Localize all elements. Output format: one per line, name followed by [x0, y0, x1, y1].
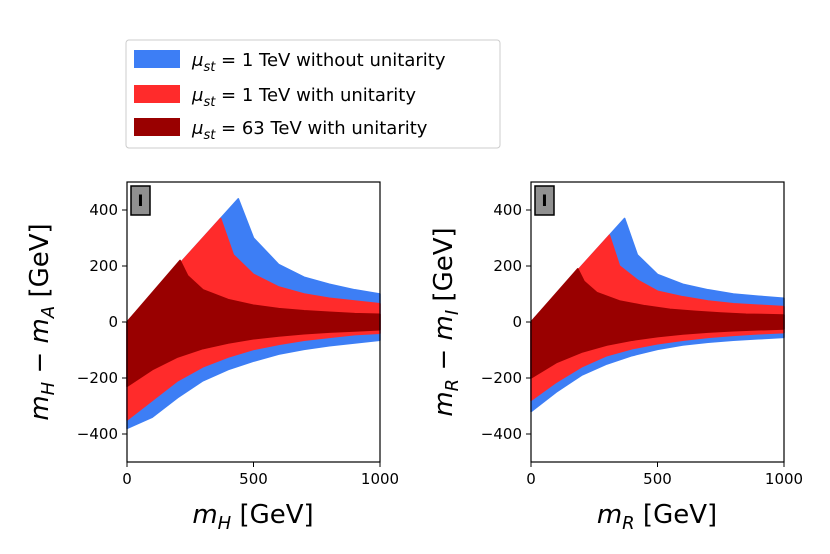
left-xtick-label: 500: [239, 470, 268, 488]
right-ylabel-unit: [GeV]: [429, 227, 459, 309]
left-ytick-label: 400: [89, 201, 118, 219]
left-panel-ylabel: mH − mA [GeV]: [25, 223, 59, 420]
legend-label-darkred-sub: st: [203, 128, 216, 143]
left-ytick-label: −400: [77, 425, 118, 443]
left-ylabel-unit: [GeV]: [25, 223, 55, 305]
right-ylabel-sub-2: I: [442, 310, 463, 315]
legend-label-darkred-text: = 63 TeV with unitarity: [215, 118, 427, 139]
left-panel-ticks: 0 500 1000 −400 −200 0 200 400: [77, 201, 399, 488]
left-ytick-label: 200: [89, 257, 118, 275]
right-panel-ticks: 0 500 1000 −400 −200 0 200 400: [481, 201, 803, 488]
left-ylabel-symbol-2: m: [25, 318, 55, 343]
left-xlabel-unit: [GeV]: [231, 500, 313, 530]
left-panel-series: [126, 198, 381, 430]
legend-label-red: μst = 1 TeV with unitarity: [191, 85, 416, 110]
right-panel-tag-box: [534, 185, 555, 216]
legend-swatch-blue: [134, 50, 180, 68]
right-panel-tag-label: I: [542, 191, 548, 210]
legend-frame: [125, 39, 501, 149]
left-xlabel-symbol: m: [192, 500, 217, 530]
legend-label-red-symbol: μ: [191, 85, 203, 106]
legend-label-red-text: = 1 TeV with unitarity: [215, 85, 416, 106]
right-panel-xlabel: mR [GeV]: [597, 500, 717, 534]
left-ytick-label: −200: [77, 369, 118, 387]
left-panel-tag-box: [130, 185, 151, 216]
left-xtick-label: 0: [122, 470, 132, 488]
legend-label-blue: μst = 1 TeV without unitarity: [191, 50, 446, 75]
right-xlabel-sub: R: [622, 513, 635, 534]
right-ytick-label: −400: [481, 425, 522, 443]
right-ytick-label: 0: [512, 313, 522, 331]
left-ylabel-sub-2: A: [38, 306, 59, 319]
right-panel-ylabel: mR − mI [GeV]: [429, 227, 463, 416]
left-ylabel-operator: −: [25, 343, 55, 381]
left-panel-xlabel: mH [GeV]: [192, 500, 313, 534]
left-ylabel-sub-1: H: [38, 381, 59, 395]
left-panel-tag-label: I: [138, 191, 144, 210]
right-panel-series: [530, 217, 785, 413]
legend-swatch-darkred: [134, 118, 180, 136]
right-xtick-label: 1000: [765, 470, 803, 488]
legend-label-blue-sub: st: [203, 60, 216, 75]
legend-swatch-red: [134, 85, 180, 103]
right-ytick-label: −200: [481, 369, 522, 387]
legend: μst = 1 TeV without unitarity μst = 1 Te…: [125, 39, 501, 149]
right-ytick-label: 200: [493, 257, 522, 275]
right-xtick-label: 500: [643, 470, 672, 488]
legend-label-darkred: μst = 63 TeV with unitarity: [191, 118, 428, 143]
legend-label-blue-symbol: μ: [191, 50, 203, 71]
right-ylabel-sub-1: R: [442, 379, 463, 392]
right-ylabel-symbol-1: m: [429, 391, 459, 416]
right-xlabel-symbol: m: [597, 500, 622, 530]
right-xtick-label: 0: [526, 470, 536, 488]
left-xlabel-sub: H: [218, 513, 232, 534]
legend-label-darkred-symbol: μ: [191, 118, 203, 139]
left-ylabel-symbol-1: m: [25, 395, 55, 420]
right-xlabel-unit: [GeV]: [635, 500, 717, 530]
legend-label-blue-text: = 1 TeV without unitarity: [215, 50, 445, 71]
right-ylabel-operator: −: [429, 340, 459, 378]
left-panel-tag: I: [130, 185, 151, 216]
left-xtick-label: 1000: [361, 470, 399, 488]
legend-label-red-sub: st: [203, 95, 216, 110]
right-ytick-label: 400: [493, 201, 522, 219]
left-ytick-label: 0: [108, 313, 118, 331]
right-panel-tag: I: [534, 185, 555, 216]
right-ylabel-symbol-2: m: [429, 315, 459, 340]
